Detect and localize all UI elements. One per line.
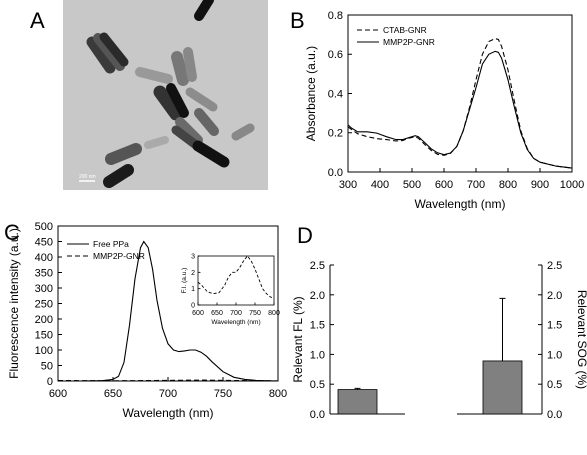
- x-tick-label: 300: [339, 179, 357, 191]
- x-tick-label: 700: [467, 179, 485, 191]
- y-tick-label: 1: [191, 286, 195, 293]
- x-tick-label: 800: [269, 388, 287, 400]
- left-y-tick-label: 1.0: [310, 349, 325, 361]
- tem-micrograph: 200 nm: [63, 0, 268, 190]
- series-line: [197, 255, 275, 299]
- y-tick-label: 100: [35, 345, 53, 357]
- x-axis-label: Wavelength (nm): [211, 319, 260, 326]
- panel-b-letter: B: [290, 8, 305, 33]
- fluorescence-inset-chart: 600 650 700 750 800 0 1 2 3 Wavelength (nm) F.I. (…: [181, 253, 280, 326]
- right-y-tick-label: 1.0: [547, 349, 562, 361]
- x-tick-label: 600: [435, 179, 453, 191]
- scale-bar-label: 200 nm: [79, 174, 96, 180]
- left-y-tick-label: 1.5: [310, 320, 325, 332]
- x-tick-label: 600: [49, 388, 67, 400]
- y-axis-label: Fluorescence intensity (a.u.): [7, 228, 21, 379]
- panel-c-letter: C: [4, 220, 20, 245]
- legend-entry: Free PPa: [93, 239, 129, 249]
- left-y-tick-label: 0.5: [310, 379, 325, 391]
- plot-frame: [197, 255, 275, 306]
- x-tick-label: 900: [531, 179, 549, 191]
- y-tick-label: 0.2: [328, 128, 343, 140]
- series-line: [347, 38, 573, 169]
- y-tick-label: 2: [191, 270, 195, 277]
- legend-entry: MMP2P-GNR: [93, 251, 145, 261]
- bar: [337, 389, 378, 415]
- x-tick-label: 750: [249, 310, 261, 317]
- plot-frame: [57, 225, 279, 382]
- x-tick-label: 800: [499, 179, 517, 191]
- x-tick-label: 700: [230, 310, 242, 317]
- x-tick-label: 600: [192, 310, 204, 317]
- legend-entry: CTAB-GNR: [383, 25, 427, 35]
- x-tick-label: 400: [371, 179, 389, 191]
- y-tick-label: 0.0: [328, 167, 343, 179]
- y-tick-label: 3: [191, 253, 195, 260]
- x-tick-label: 700: [159, 388, 177, 400]
- y-tick-label: 200: [35, 314, 53, 326]
- y-axis-label: F.I. (a.u.): [181, 268, 188, 294]
- y-axis-label: Absorbance (a.u.): [304, 46, 318, 141]
- x-axis-label: Wavelength (nm): [123, 406, 214, 420]
- right-y-tick-label: 1.5: [547, 320, 562, 332]
- x-tick-label: 750: [214, 388, 232, 400]
- y-tick-label: 50: [41, 360, 53, 372]
- right-y-tick-label: 0.5: [547, 379, 562, 391]
- y-tick-label: 300: [35, 283, 53, 295]
- y-tick-label: 500: [35, 221, 53, 233]
- y-tick-label: 150: [35, 329, 53, 341]
- x-tick-label: 1000: [560, 179, 584, 191]
- x-tick-label: 650: [104, 388, 122, 400]
- gold-nanorods: [86, 0, 255, 188]
- right-axis-label: Relevant SOG (%): [575, 290, 587, 389]
- series-line: [347, 50, 573, 169]
- x-tick-label: 650: [211, 310, 223, 317]
- y-tick-label: 450: [35, 236, 53, 248]
- y-tick-label: 0: [47, 376, 53, 388]
- panel-a-letter: A: [30, 8, 45, 33]
- absorbance-chart: 300 400 500 600 700 800 900 1000 0.0 0.2 0.4 0.6 0.8…: [304, 10, 584, 211]
- x-axis-label: Wavelength (nm): [415, 197, 506, 211]
- right-y-tick-label: 2.0: [547, 290, 562, 302]
- left-y-tick-label: 2.0: [310, 290, 325, 302]
- y-tick-label: 0.6: [328, 49, 343, 61]
- left-y-tick-label: 0.0: [310, 409, 325, 421]
- y-tick-label: 0.8: [328, 10, 343, 22]
- right-y-tick-label: 2.5: [547, 260, 562, 272]
- legend-entry: MMP2P-GNR: [383, 37, 435, 47]
- y-tick-label: 0: [191, 302, 195, 309]
- relevance-bar-chart: 0.0 0.0 0.5 0.5 1.0 1.0 1.5 1.5 2.0 2.0 2.5 2.5 Rele…: [291, 260, 587, 421]
- left-axis-label: Relevant FL (%): [291, 296, 305, 382]
- right-y-tick-label: 0.0: [547, 409, 562, 421]
- bar: [482, 360, 523, 415]
- plot-frame: [347, 14, 573, 173]
- y-tick-label: 250: [35, 298, 53, 310]
- fluorescence-chart: 600 650 700 750 800 0 50 100 150 200 250 300 350 400 4…: [7, 221, 287, 420]
- y-tick-label: 350: [35, 267, 53, 279]
- x-tick-label: 500: [403, 179, 421, 191]
- x-tick-label: 800: [268, 310, 280, 317]
- y-tick-label: 0.4: [328, 88, 343, 100]
- series-line: [58, 240, 279, 382]
- y-tick-label: 400: [35, 252, 53, 264]
- left-y-tick-label: 2.5: [310, 260, 325, 272]
- panel-d-letter: D: [297, 223, 313, 248]
